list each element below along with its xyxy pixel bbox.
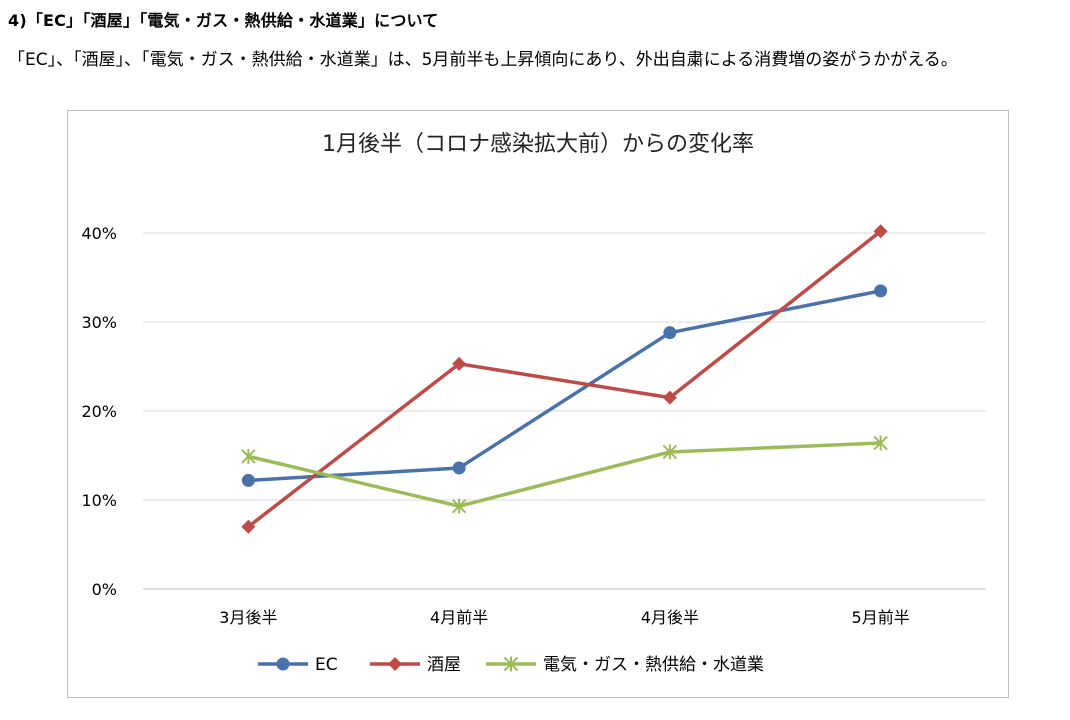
y-tick-label: 20% — [81, 402, 117, 421]
legend-label: 電気・ガス・熱供給・水道業 — [543, 655, 764, 675]
legend-marker — [503, 656, 519, 672]
legend-marker — [276, 657, 290, 671]
legend-label: 酒屋 — [427, 655, 461, 675]
data-point — [241, 519, 256, 534]
chart-title: 1月後半（コロナ感染拡大前）からの変化率 — [322, 132, 754, 157]
data-point — [241, 473, 255, 487]
y-tick-label: 40% — [81, 224, 117, 243]
data-point — [241, 448, 256, 464]
data-point — [874, 284, 888, 298]
legend-item: EC — [258, 655, 338, 675]
legend-label: EC — [315, 655, 338, 675]
x-tick-label: 3月後半 — [219, 608, 277, 627]
series-line — [248, 289, 881, 483]
chart-container: 1月後半（コロナ感染拡大前）からの変化率 0% 10% 20% 30% 40% 3月後半… — [67, 110, 1009, 698]
data-point — [451, 498, 467, 514]
x-tick-label: 4月後半 — [641, 608, 699, 627]
series-line — [247, 229, 882, 529]
x-tick-label: 4月前半 — [430, 608, 488, 627]
legend-marker — [388, 657, 402, 671]
data-point — [662, 390, 677, 405]
y-tick-label: 10% — [81, 491, 117, 510]
legend-item: 電気・ガス・熱供給・水道業 — [486, 655, 764, 675]
section-heading: 4)「EC」「酒屋」「電気・ガス・熱供給・水道業」について — [8, 11, 439, 30]
data-point — [873, 224, 888, 239]
description-paragraph: 「EC」、「酒屋」、「電気・ガス・熱供給・水道業」は、5月前半も上昇傾向にあり、… — [8, 50, 958, 70]
data-point — [662, 444, 678, 460]
legend-item: 酒屋 — [370, 655, 461, 675]
data-point — [452, 461, 466, 475]
y-tick-label: 30% — [81, 313, 117, 332]
series-line — [247, 441, 881, 508]
data-point — [452, 356, 467, 371]
data-point — [873, 435, 888, 451]
y-tick-label: 0% — [92, 580, 117, 599]
line-chart: 1月後半（コロナ感染拡大前）からの変化率 0% 10% 20% 30% 40% 3月後半… — [81, 132, 986, 675]
data-point — [663, 326, 677, 340]
x-tick-label: 5月前半 — [852, 608, 910, 627]
